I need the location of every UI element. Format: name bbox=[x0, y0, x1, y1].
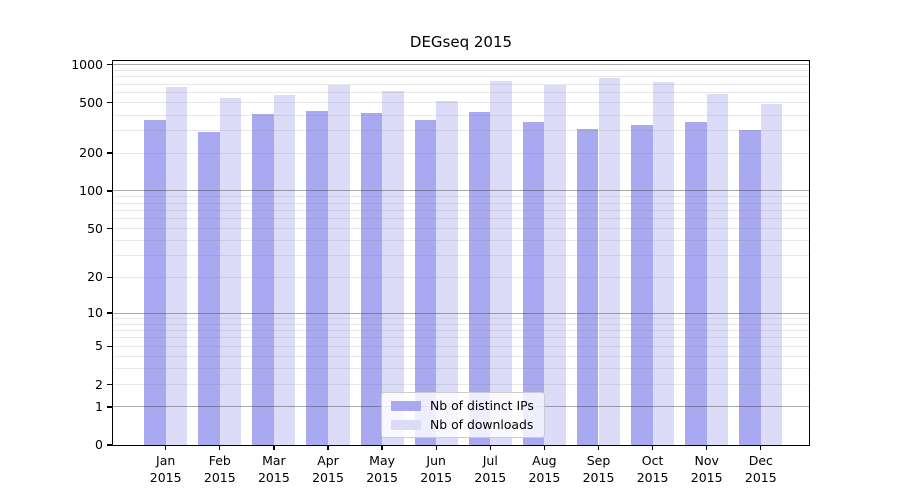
bar-downloads bbox=[165, 87, 188, 445]
bar-distinct-ips bbox=[631, 124, 653, 445]
bar-distinct-ips bbox=[414, 119, 437, 445]
x-tick-mark bbox=[597, 445, 600, 450]
x-axis-tick-label: Jun 2015 bbox=[420, 453, 453, 485]
y-axis-tick-label: 500 bbox=[79, 94, 103, 110]
chart-title: DEGseq 2015 bbox=[409, 33, 513, 51]
bar-distinct-ips bbox=[306, 110, 328, 445]
x-tick-mark bbox=[435, 445, 437, 450]
y-axis-tick-label: 5 bbox=[95, 338, 103, 354]
x-tick-mark bbox=[543, 445, 546, 450]
bar-downloads bbox=[760, 103, 783, 445]
bar-downloads bbox=[598, 78, 621, 445]
x-tick-mark bbox=[651, 445, 654, 450]
bar-downloads bbox=[219, 97, 242, 445]
x-axis-tick-label: Nov 2015 bbox=[690, 453, 723, 485]
bar-distinct-ips bbox=[685, 122, 707, 445]
y-axis-tick-label: 20 bbox=[87, 269, 103, 285]
bar-distinct-ips bbox=[252, 114, 274, 445]
y-tick-mark bbox=[107, 64, 112, 66]
legend: Nb of distinct IPs Nb of downloads bbox=[381, 392, 545, 438]
bar-downloads bbox=[328, 85, 350, 445]
plot-area bbox=[113, 61, 809, 445]
bar-downloads bbox=[273, 94, 296, 445]
x-tick-mark bbox=[489, 445, 491, 450]
y-axis-tick-label: 200 bbox=[79, 145, 103, 161]
legend-label-distinct-ips: Nb of distinct IPs bbox=[430, 398, 534, 413]
x-tick-mark bbox=[381, 445, 383, 450]
y-tick-mark bbox=[107, 102, 112, 104]
x-axis-tick-label: Apr 2015 bbox=[312, 453, 344, 485]
y-tick-mark bbox=[107, 276, 112, 279]
x-axis-tick-label: Sep 2015 bbox=[582, 453, 615, 485]
y-axis-tick-label: 10 bbox=[87, 305, 103, 320]
x-axis-tick-label: Jan 2015 bbox=[149, 453, 182, 485]
bar-downloads bbox=[382, 90, 404, 445]
bar-downloads bbox=[436, 100, 458, 445]
x-axis-tick-label: Mar 2015 bbox=[257, 453, 290, 485]
y-axis-tick-label: 0 bbox=[95, 437, 103, 452]
x-tick-mark bbox=[273, 445, 275, 450]
bar-distinct-ips bbox=[522, 121, 545, 445]
bar-downloads bbox=[490, 80, 512, 445]
y-tick-mark bbox=[107, 152, 112, 154]
y-tick-mark bbox=[107, 190, 112, 192]
x-axis-tick-label: Jul 2015 bbox=[474, 453, 507, 485]
y-axis-tick-label: 2 bbox=[95, 376, 103, 392]
legend-label-downloads: Nb of downloads bbox=[430, 417, 534, 432]
x-tick-mark bbox=[706, 445, 708, 450]
x-axis-tick-label: Feb 2015 bbox=[203, 453, 236, 485]
x-tick-mark bbox=[327, 445, 329, 450]
y-tick-mark bbox=[107, 383, 112, 386]
bar-distinct-ips bbox=[144, 119, 166, 445]
y-tick-mark bbox=[107, 345, 112, 348]
bars-layer bbox=[113, 61, 809, 445]
x-axis-tick-label: Aug 2015 bbox=[528, 453, 561, 485]
bar-distinct-ips bbox=[576, 129, 599, 445]
y-tick-mark bbox=[107, 227, 112, 230]
y-axis-tick-label: 100 bbox=[79, 182, 103, 198]
legend-item-distinct-ips: Nb of distinct IPs bbox=[391, 398, 534, 413]
bar-distinct-ips bbox=[739, 129, 761, 445]
bar-distinct-ips bbox=[360, 112, 383, 445]
bar-downloads bbox=[706, 93, 729, 445]
x-tick-mark bbox=[760, 445, 762, 450]
y-tick-mark bbox=[107, 444, 112, 446]
y-axis-tick-label: 1 bbox=[95, 398, 103, 414]
legend-swatch-downloads bbox=[391, 419, 421, 430]
y-axis-tick-label: 50 bbox=[87, 220, 103, 236]
bar-downloads bbox=[544, 84, 566, 445]
legend-item-downloads: Nb of downloads bbox=[391, 417, 534, 432]
bar-distinct-ips bbox=[198, 132, 220, 445]
y-axis-tick-label: 1000 bbox=[71, 56, 103, 72]
x-axis-tick-label: Oct 2015 bbox=[636, 453, 669, 485]
x-tick-mark bbox=[219, 445, 221, 450]
x-axis-tick-label: Dec 2015 bbox=[744, 453, 777, 485]
legend-swatch-distinct-ips bbox=[391, 400, 421, 411]
y-tick-mark bbox=[107, 406, 112, 408]
bar-downloads bbox=[652, 82, 675, 445]
y-tick-mark bbox=[107, 312, 112, 314]
x-tick-mark bbox=[165, 445, 167, 450]
bar-distinct-ips bbox=[468, 112, 491, 445]
x-axis-tick-label: May 2015 bbox=[366, 453, 398, 485]
